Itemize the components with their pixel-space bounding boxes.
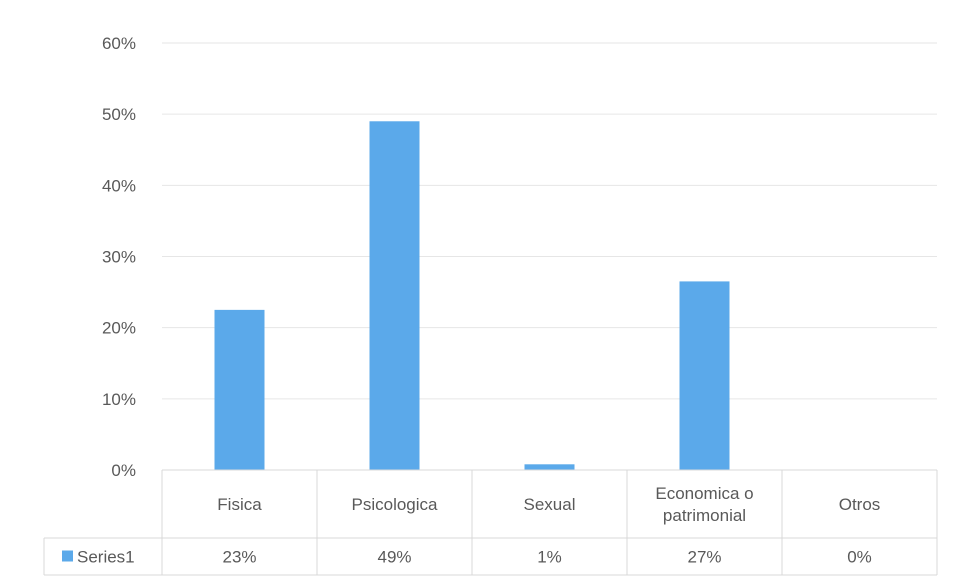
data-label: 27% <box>687 548 721 567</box>
y-tick-label: 40% <box>102 176 136 195</box>
data-label: 1% <box>537 548 562 567</box>
y-tick-label: 30% <box>102 248 136 267</box>
legend-series-name: Series1 <box>77 548 135 567</box>
legend-swatch <box>62 550 73 562</box>
y-tick-label: 0% <box>111 461 136 480</box>
category-label: Fisica <box>217 495 262 514</box>
bar-fisica <box>214 309 265 470</box>
data-label: 49% <box>377 548 411 567</box>
category-label: Economica o <box>655 484 753 503</box>
category-label: Otros <box>839 495 881 514</box>
y-tick-label: 10% <box>102 390 136 409</box>
y-tick-label: 50% <box>102 105 136 124</box>
bars <box>214 121 730 471</box>
bar-sexual <box>524 464 575 470</box>
y-axis-ticks: 0% 10% 20% 30% 40% 50% 60% <box>102 34 136 480</box>
y-tick-label: 60% <box>102 34 136 53</box>
category-label: patrimonial <box>663 506 746 525</box>
data-label: 0% <box>847 548 872 567</box>
bar-psicologica <box>369 121 420 471</box>
category-label: Psicologica <box>352 495 439 514</box>
category-label: Sexual <box>524 495 576 514</box>
y-tick-label: 20% <box>102 319 136 338</box>
data-table: Fisica Psicologica Sexual Economica o patrim… <box>43 469 938 576</box>
data-label: 23% <box>222 548 256 567</box>
bar-economica-o-patrimonial <box>679 281 730 470</box>
gridlines <box>162 42 937 400</box>
